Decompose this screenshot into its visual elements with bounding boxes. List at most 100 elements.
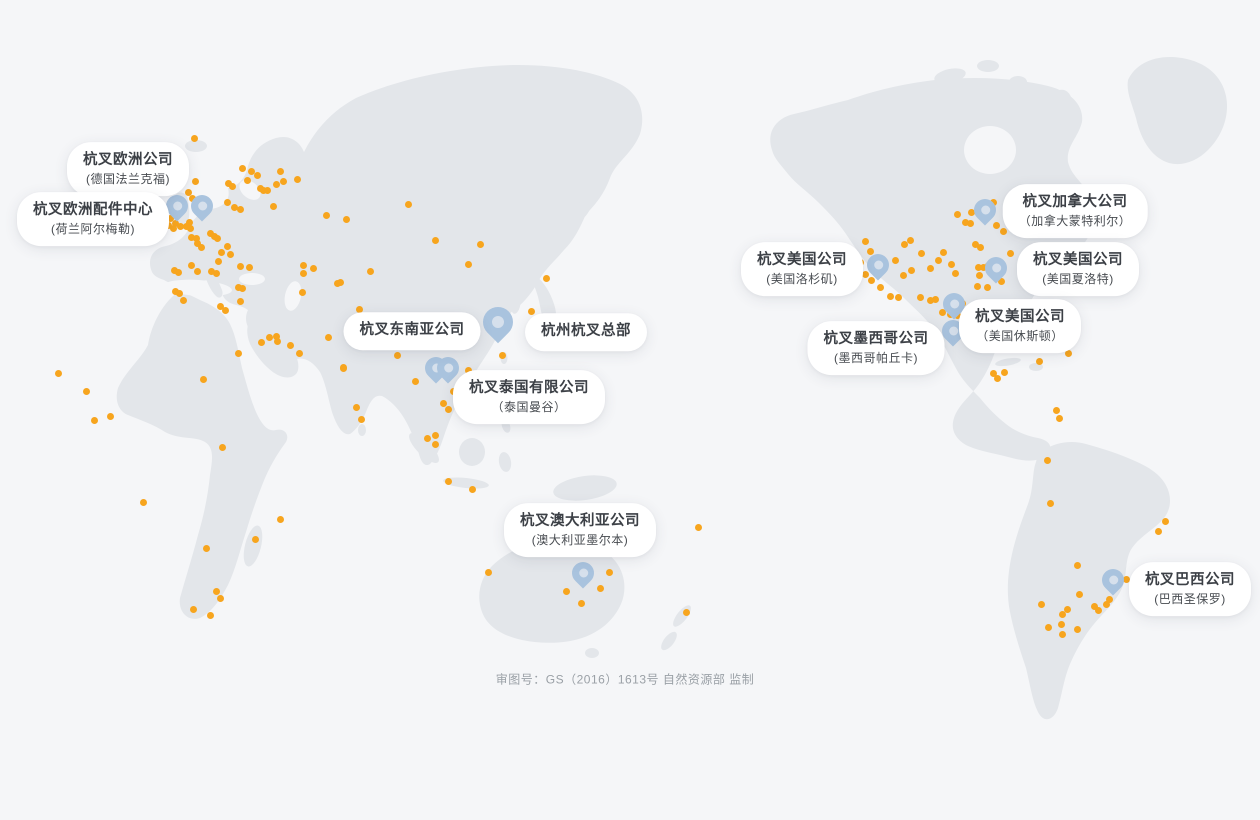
network-dot bbox=[1058, 630, 1066, 638]
network-dot bbox=[185, 218, 193, 226]
label-subtitle: （泰国曼谷） bbox=[491, 399, 567, 414]
network-dot bbox=[961, 218, 969, 226]
label-subtitle: (荷兰阿尔梅勒) bbox=[51, 221, 135, 236]
network-dot bbox=[423, 434, 431, 442]
network-dot bbox=[257, 338, 265, 346]
network-dot bbox=[187, 233, 195, 241]
network-dot bbox=[82, 387, 90, 395]
network-dot bbox=[357, 415, 365, 423]
network-dot bbox=[979, 263, 987, 271]
network-dot bbox=[939, 248, 947, 256]
network-dot bbox=[273, 337, 281, 345]
network-dot bbox=[221, 306, 229, 314]
label-subtitle: （加拿大蒙特利尔） bbox=[1018, 213, 1132, 228]
pin-marker-icon bbox=[567, 557, 599, 589]
network-dot bbox=[299, 269, 307, 277]
network-dot bbox=[333, 279, 341, 287]
network-dot bbox=[342, 215, 350, 223]
network-dot bbox=[916, 293, 924, 301]
network-dot bbox=[170, 266, 178, 274]
network-dot bbox=[411, 377, 419, 385]
network-dot bbox=[431, 440, 439, 448]
network-dot bbox=[265, 333, 273, 341]
label-subtitle: (巴西圣保罗) bbox=[1154, 591, 1226, 606]
network-dot bbox=[1102, 600, 1110, 608]
network-dot bbox=[193, 267, 201, 275]
network-dot bbox=[899, 271, 907, 279]
label-title: 杭叉巴西公司 bbox=[1145, 572, 1235, 589]
network-dot bbox=[234, 349, 242, 357]
network-dot bbox=[247, 167, 255, 175]
network-dot bbox=[861, 237, 869, 245]
network-dot bbox=[191, 177, 199, 185]
network-dot bbox=[286, 341, 294, 349]
label-title: 杭叉泰国有限公司 bbox=[469, 380, 589, 397]
network-dot bbox=[527, 307, 535, 315]
network-dot bbox=[1094, 606, 1102, 614]
label-title: 杭叉美国公司 bbox=[1033, 252, 1123, 269]
label-title: 杭叉欧洲公司 bbox=[83, 152, 173, 169]
network-dot bbox=[171, 287, 179, 295]
network-dot bbox=[295, 349, 303, 357]
network-dot bbox=[279, 177, 287, 185]
network-dot bbox=[894, 293, 902, 301]
pin-marker-icon bbox=[969, 194, 1001, 226]
network-dot bbox=[174, 268, 182, 276]
network-dot bbox=[272, 332, 280, 340]
network-dot bbox=[891, 256, 899, 264]
network-dot bbox=[917, 249, 925, 257]
label-subtitle: (美国夏洛特) bbox=[1042, 271, 1114, 286]
network-dot bbox=[243, 176, 251, 184]
network-dot bbox=[212, 587, 220, 595]
network-dot bbox=[324, 333, 332, 341]
network-dot bbox=[1073, 561, 1081, 569]
network-dot bbox=[212, 269, 220, 277]
network-dot bbox=[238, 284, 246, 292]
label-subtitle: （美国休斯顿） bbox=[976, 328, 1064, 343]
network-dot bbox=[993, 374, 1001, 382]
label-brazil-company: 杭叉巴西公司 (巴西圣保罗) bbox=[1129, 562, 1251, 616]
label-title: 杭叉东南亚公司 bbox=[359, 322, 465, 339]
network-dot bbox=[202, 544, 210, 552]
network-dot bbox=[866, 247, 874, 255]
network-dot bbox=[1006, 249, 1014, 257]
network-dot bbox=[404, 200, 412, 208]
network-dot bbox=[951, 269, 959, 277]
network-dot bbox=[562, 587, 570, 595]
network-dot bbox=[179, 296, 187, 304]
pin-marker-icon bbox=[186, 190, 218, 222]
network-dot bbox=[926, 296, 934, 304]
label-title: 杭叉美国公司 bbox=[975, 309, 1065, 326]
network-dot bbox=[934, 256, 942, 264]
network-dot bbox=[234, 283, 242, 291]
network-dot bbox=[975, 271, 983, 279]
network-dot bbox=[192, 234, 200, 242]
network-dot bbox=[439, 399, 447, 407]
network-dot bbox=[682, 608, 690, 616]
network-dot bbox=[997, 277, 1005, 285]
network-dot bbox=[444, 477, 452, 485]
network-dot bbox=[175, 289, 183, 297]
pin-marker-icon bbox=[1097, 564, 1129, 596]
network-dot bbox=[1105, 595, 1113, 603]
network-dot bbox=[182, 222, 190, 230]
network-dot bbox=[1046, 499, 1054, 507]
network-dot bbox=[983, 283, 991, 291]
network-dot bbox=[106, 412, 114, 420]
network-dot bbox=[263, 186, 271, 194]
label-subtitle: (德国法兰克福) bbox=[86, 171, 170, 186]
network-dot bbox=[992, 221, 1000, 229]
network-dot bbox=[1161, 517, 1169, 525]
label-title: 杭叉加拿大公司 bbox=[1022, 194, 1128, 211]
network-dot bbox=[907, 266, 915, 274]
label-mexico-company: 杭叉墨西哥公司 (墨西哥帕丘卡) bbox=[807, 321, 945, 375]
network-dot bbox=[1122, 575, 1130, 583]
network-dot bbox=[366, 267, 374, 275]
network-dot bbox=[54, 369, 62, 377]
network-dot bbox=[169, 224, 177, 232]
network-dot bbox=[206, 611, 214, 619]
network-dot bbox=[309, 264, 317, 272]
network-dot bbox=[1075, 590, 1083, 598]
label-hangzhou-headquarters: 杭州杭叉总部 bbox=[525, 313, 647, 351]
